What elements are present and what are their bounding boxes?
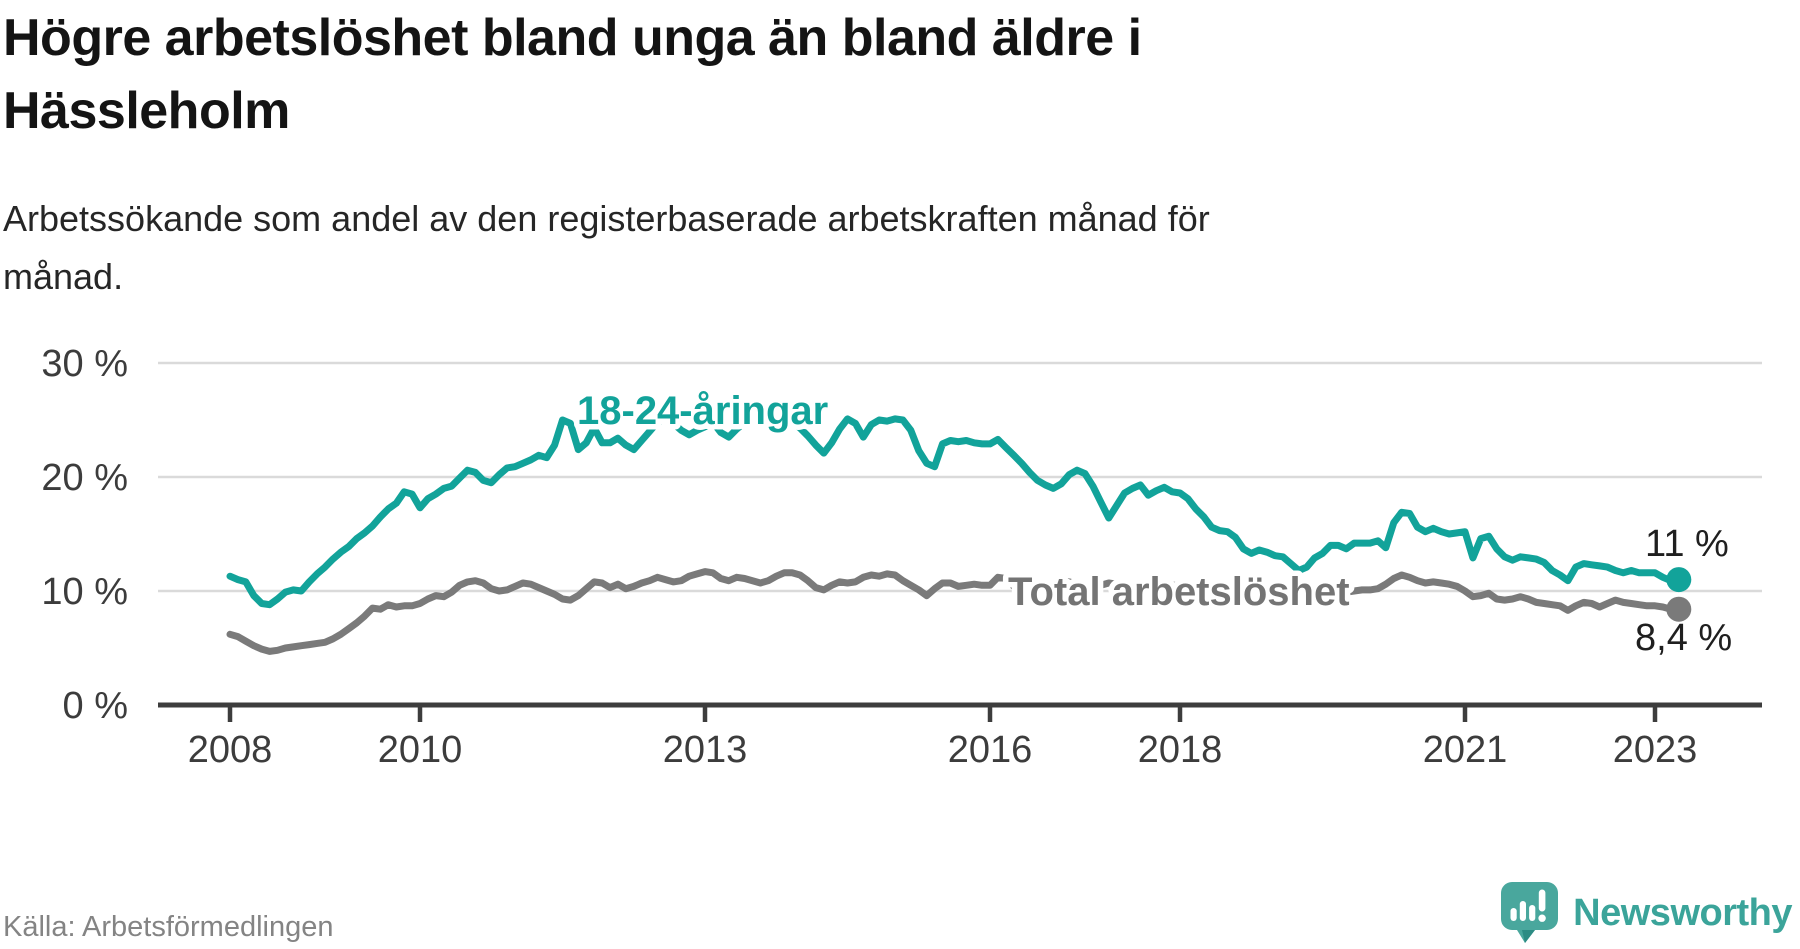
page-title-line-2: Hässleholm xyxy=(3,82,290,140)
end-value-label-18-24: 11 % xyxy=(1645,523,1729,565)
y-axis-tick-label: 20 % xyxy=(41,457,128,499)
end-dot-total xyxy=(1666,596,1692,622)
series-label-total: Total arbetslöshet xyxy=(1008,570,1350,614)
x-axis-tick-label: 2021 xyxy=(1423,729,1508,771)
line-series-18-24 xyxy=(226,413,1683,609)
y-axis-tick-label: 0 % xyxy=(63,685,128,727)
page-subtitle: Arbetssökande som andel av den registerb… xyxy=(3,190,1483,306)
newsworthy-speech-bubble-icon xyxy=(1501,882,1559,943)
end-dot-18-24 xyxy=(1666,567,1692,593)
gridlines-and-y-axis: 0 % 10 % 20 % 30 % xyxy=(41,343,1762,727)
page-subtitle-line-1: Arbetssökande som andel av den registerb… xyxy=(3,198,1210,239)
series-label-18-24: 18-24-åringar xyxy=(577,389,828,433)
x-axis-tick-label: 2016 xyxy=(948,729,1033,771)
x-axis-tick-label: 2010 xyxy=(378,729,463,771)
x-axis-tick-label: 2023 xyxy=(1613,729,1698,771)
x-axis-tick-label: 2018 xyxy=(1138,729,1223,771)
x-axis-ticks: 2008 2010 2013 2016 2018 2021 2023 xyxy=(188,707,1698,771)
source-credit: Källa: Arbetsförmedlingen xyxy=(3,911,334,943)
newsworthy-wordmark: Newsworthy xyxy=(1573,891,1792,934)
end-value-label-total: 8,4 % xyxy=(1635,617,1732,659)
page-subtitle-line-2: månad. xyxy=(3,256,124,297)
x-axis-tick-label: 2013 xyxy=(663,729,748,771)
line-series-total xyxy=(226,568,1683,655)
x-axis-tick-label: 2008 xyxy=(188,729,273,771)
unemployment-line-chart: 0 % 10 % 20 % 30 % 2008 2010 2013 2016 2018 2021… xyxy=(41,343,1762,771)
y-axis-tick-label: 10 % xyxy=(41,571,128,613)
y-axis-tick-label: 30 % xyxy=(41,343,128,385)
page-title: Högre arbetslöshet bland unga än bland ä… xyxy=(3,2,1423,148)
page-title-line-1: Högre arbetslöshet bland unga än bland ä… xyxy=(3,9,1142,67)
newsworthy-logo: Newsworthy xyxy=(1501,882,1792,944)
